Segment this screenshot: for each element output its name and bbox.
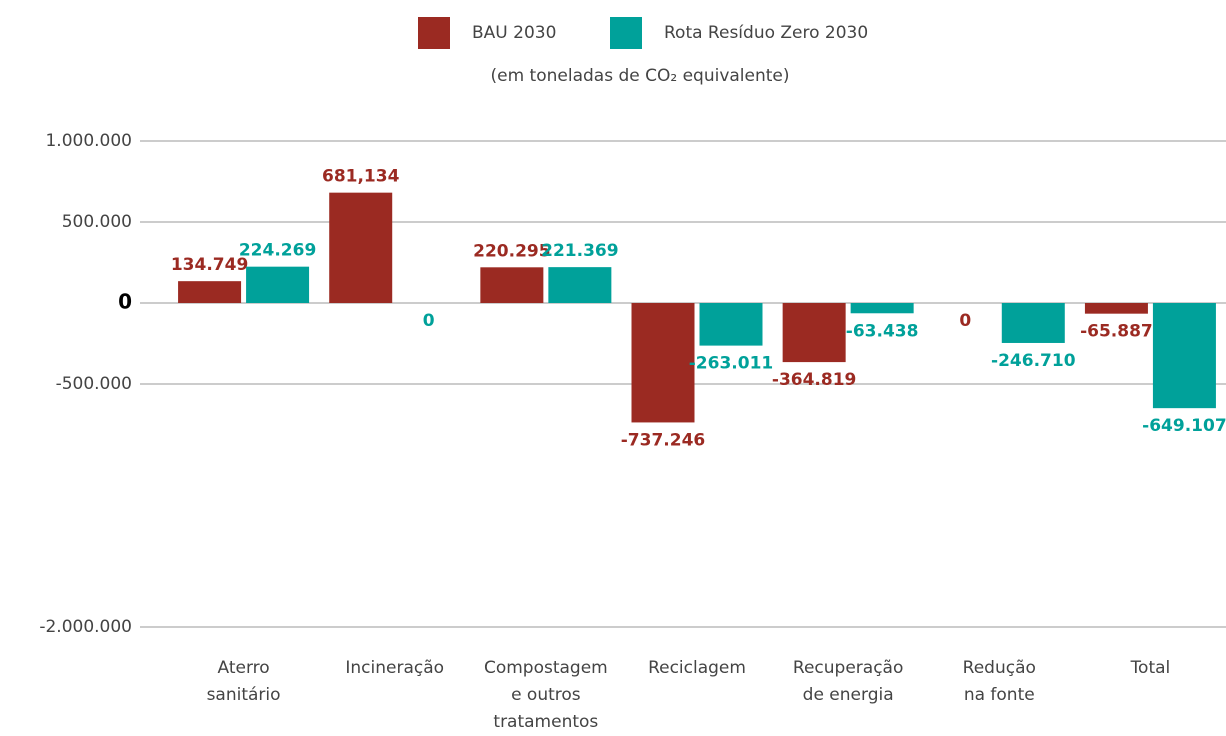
value-label: 0 (423, 311, 435, 331)
value-label: -737.246 (621, 430, 706, 450)
x-tick-label: Total (1130, 658, 1171, 678)
bar (631, 303, 695, 423)
value-label: -65.887 (1080, 322, 1153, 342)
bar (782, 303, 846, 363)
x-tick-label: Incineração (345, 658, 444, 678)
value-label: -649.107 (1142, 416, 1226, 436)
y-tick-label: 1.000.000 (45, 131, 132, 151)
value-label: 224.269 (239, 241, 316, 261)
y-tick-label: -2.000.000 (39, 617, 132, 637)
bar (246, 266, 310, 303)
bar (480, 267, 544, 303)
value-label: -364.819 (772, 370, 857, 390)
y-tick-label: 0 (118, 290, 132, 314)
value-label: -263.011 (689, 354, 774, 374)
value-label: 681,134 (322, 167, 400, 187)
x-tick-label: Recuperação de energia (793, 658, 903, 705)
x-tick-label: Redução na fonte (963, 658, 1036, 705)
value-label: 0 (959, 311, 971, 331)
legend-swatch (610, 17, 642, 49)
value-label: 221.369 (541, 241, 618, 261)
chart-subtitle: (em toneladas de CO₂ equivalente) (490, 66, 789, 86)
value-label: 134.749 (171, 255, 248, 275)
y-tick-label: 500.000 (62, 212, 132, 232)
legend-label: Rota Resíduo Zero 2030 (664, 23, 868, 43)
value-label: -246.710 (991, 351, 1076, 371)
legend-label: BAU 2030 (472, 23, 556, 43)
bar (1152, 303, 1216, 409)
legend-swatch (418, 17, 450, 49)
bar (548, 267, 612, 303)
x-tick-label: Compostagem e outros tratamentos (484, 658, 608, 732)
value-label: 220.295 (473, 241, 550, 261)
y-tick-label: -500.000 (56, 374, 132, 394)
bar (329, 192, 393, 303)
value-label: -63.438 (846, 321, 919, 341)
bar (178, 281, 242, 303)
x-tick-label: Reciclagem (648, 658, 746, 678)
bar (1001, 303, 1065, 343)
bar (699, 303, 763, 346)
x-tick-label: Aterro sanitário (207, 658, 281, 705)
bar (850, 303, 914, 314)
bar (1084, 303, 1148, 314)
